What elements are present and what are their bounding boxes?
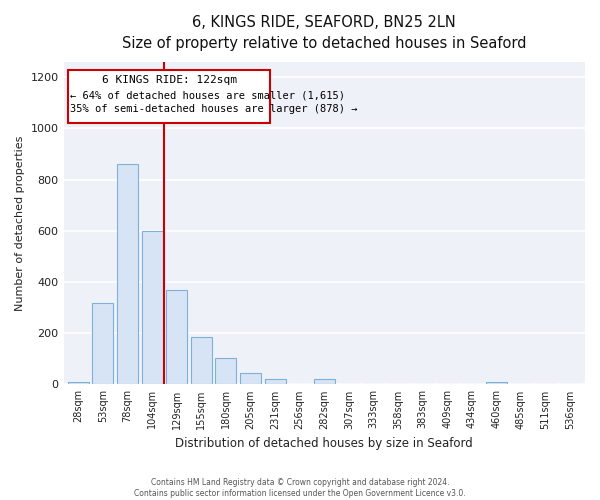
- Text: Contains HM Land Registry data © Crown copyright and database right 2024.
Contai: Contains HM Land Registry data © Crown c…: [134, 478, 466, 498]
- X-axis label: Distribution of detached houses by size in Seaford: Distribution of detached houses by size …: [175, 437, 473, 450]
- Text: ← 64% of detached houses are smaller (1,615): ← 64% of detached houses are smaller (1,…: [70, 90, 346, 100]
- Bar: [215, 358, 236, 384]
- Title: 6, KINGS RIDE, SEAFORD, BN25 2LN
Size of property relative to detached houses in: 6, KINGS RIDE, SEAFORD, BN25 2LN Size of…: [122, 15, 527, 51]
- Bar: [92, 302, 113, 384]
- Bar: [486, 382, 507, 384]
- Bar: [191, 337, 212, 384]
- Bar: [166, 290, 187, 384]
- Bar: [240, 373, 261, 384]
- Bar: [117, 164, 138, 384]
- Bar: [142, 231, 163, 384]
- Y-axis label: Number of detached properties: Number of detached properties: [15, 136, 25, 311]
- Text: 6 KINGS RIDE: 122sqm: 6 KINGS RIDE: 122sqm: [101, 75, 236, 85]
- Bar: [314, 380, 335, 384]
- Bar: [265, 380, 286, 384]
- Text: 35% of semi-detached houses are larger (878) →: 35% of semi-detached houses are larger (…: [70, 104, 358, 114]
- Bar: [68, 382, 89, 384]
- FancyBboxPatch shape: [68, 70, 270, 124]
